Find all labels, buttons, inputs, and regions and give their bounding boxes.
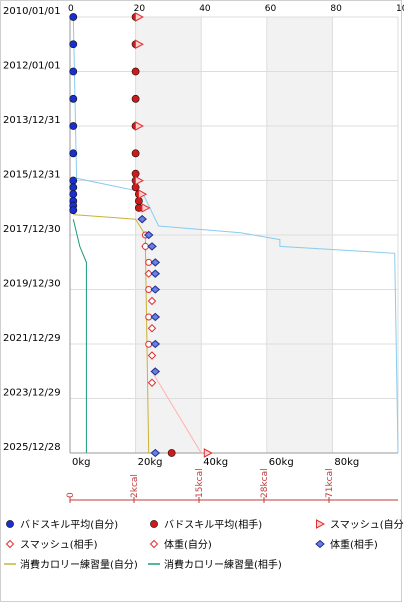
bottom-tick-label-0: 0kg xyxy=(72,457,91,468)
top-tick-label-5: 100 xyxy=(396,4,404,14)
series-1-point-12 xyxy=(167,449,176,457)
series-0-point-6 xyxy=(69,176,78,185)
series-3-point-2 xyxy=(144,269,153,278)
series-1-point-2 xyxy=(131,67,140,76)
legend-label-2: スマッシュ(自分) xyxy=(330,518,404,531)
series-0-point-4 xyxy=(69,122,78,130)
series-5-point-0 xyxy=(137,215,147,224)
series-3-point-4 xyxy=(147,324,157,333)
series-0-point-5 xyxy=(69,149,78,158)
series-3-point-3 xyxy=(147,296,157,306)
top-tick-label-4: 80 xyxy=(330,4,342,14)
legend-marker-1 xyxy=(150,520,158,528)
series-2-point-0 xyxy=(134,12,144,22)
kcal-tick-label-0: 0 xyxy=(66,492,76,498)
legend-marker-0 xyxy=(6,520,14,528)
legend-marker-2 xyxy=(316,519,326,529)
series-5-point-7 xyxy=(150,339,161,349)
series-5-point-4 xyxy=(150,269,161,278)
time-tick-label-1: 2012/01/01 xyxy=(3,61,61,72)
extra-line-1 xyxy=(151,371,202,454)
grid-lines xyxy=(69,16,399,454)
series-5-point-8 xyxy=(150,367,161,376)
top-tick-label-3: 60 xyxy=(265,4,277,14)
series-2-point-3 xyxy=(134,175,144,186)
kcal-tick-label-3: 28kcal xyxy=(260,468,270,498)
series-5-point-3 xyxy=(150,258,161,267)
kcal-tick-label-2: 15kcal xyxy=(195,468,205,498)
series-0-point-3 xyxy=(69,94,78,103)
time-tick-label-0: 2010/01/01 xyxy=(3,6,61,17)
legend-label-6: 消費カロリー練習量(自分) xyxy=(20,558,138,571)
extra-line-0 xyxy=(72,16,399,454)
series-1-point-11 xyxy=(134,203,143,212)
series-3-point-6 xyxy=(147,378,157,387)
series-2-point-1 xyxy=(134,39,144,50)
series-0-point-2 xyxy=(69,67,78,76)
kcal-tick-label-4: 71kcal xyxy=(325,468,335,498)
series-0-point-7 xyxy=(69,183,78,192)
legend-marker-3 xyxy=(5,539,15,549)
axes xyxy=(69,17,398,454)
time-tick-label-8: 2025/12/28 xyxy=(3,442,61,453)
series-2-point-6 xyxy=(203,448,213,458)
legend-label-4: 体重(自分) xyxy=(164,538,212,551)
series-5-point-9 xyxy=(150,448,161,458)
series-marks xyxy=(69,12,213,458)
series-5-point-5 xyxy=(150,285,161,294)
legend-label-7: 消費カロリー練習量(相手) xyxy=(164,558,282,571)
series-0-point-11 xyxy=(69,206,78,215)
bottom-tick-label-2: 40kg xyxy=(203,457,228,468)
kcal-tick-label-1: 2kcal xyxy=(130,474,140,498)
legend-marker-4 xyxy=(149,539,159,549)
legend-label-5: 体重(相手) xyxy=(330,538,378,551)
series-0-point-8 xyxy=(69,190,78,199)
time-tick-label-7: 2023/12/29 xyxy=(3,388,61,399)
series-5-point-1 xyxy=(143,230,154,240)
series-2-point-5 xyxy=(141,203,151,213)
legend-label-1: バドスキル平均(相手) xyxy=(164,518,262,531)
time-tick-label-4: 2017/12/30 xyxy=(3,224,61,235)
series-2-point-2 xyxy=(134,121,144,131)
tick-labels: 2010/01/01 2012/01/01 2013/12/31 2015/12/31… xyxy=(3,4,404,468)
time-tick-label-5: 2019/12/30 xyxy=(3,279,61,290)
series-5-point-6 xyxy=(150,312,161,322)
time-tick-label-2: 2013/12/31 xyxy=(3,115,61,126)
bottom-tick-label-4: 80kg xyxy=(334,457,359,468)
series-0-point-1 xyxy=(69,40,78,49)
top-tick-label-2: 40 xyxy=(199,4,211,14)
series-5-point-2 xyxy=(147,242,157,251)
shaded-bands xyxy=(135,17,333,453)
series-1-point-3 xyxy=(131,94,140,103)
bottom-tick-label-1: 20kg xyxy=(138,457,163,468)
legend-marker-5 xyxy=(315,539,325,549)
legend: バドスキル平均(自分) バドスキル平均(相手) スマッシュ(自分) スマッシュ(相手)… xyxy=(4,518,404,571)
time-tick-label-6: 2021/12/29 xyxy=(3,333,61,344)
top-tick-label-1: 20 xyxy=(134,4,146,14)
series-line-7 xyxy=(72,219,87,453)
series-0-point-0 xyxy=(69,13,78,21)
series-1-point-5 xyxy=(131,149,140,158)
legend-label-3: スマッシュ(相手) xyxy=(20,538,98,551)
time-tick-label-3: 2015/12/31 xyxy=(3,170,61,181)
kcal-axis: 0 2kcal 15kcal 28kcal 71kcal xyxy=(66,468,398,503)
top-tick-label-0: 0 xyxy=(68,4,74,14)
series-2-point-4 xyxy=(138,189,148,199)
legend-label-0: バドスキル平均(自分) xyxy=(20,518,118,531)
series-3-point-5 xyxy=(147,351,157,360)
bottom-tick-label-3: 60kg xyxy=(269,457,294,468)
